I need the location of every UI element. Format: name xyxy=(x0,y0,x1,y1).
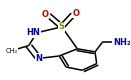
Text: NH₂: NH₂ xyxy=(113,38,130,47)
Text: S: S xyxy=(59,22,65,31)
Text: O: O xyxy=(42,10,49,18)
Text: CH₃: CH₃ xyxy=(5,48,17,54)
Text: HN: HN xyxy=(27,28,41,37)
Text: N: N xyxy=(35,54,42,63)
Text: O: O xyxy=(73,9,80,18)
